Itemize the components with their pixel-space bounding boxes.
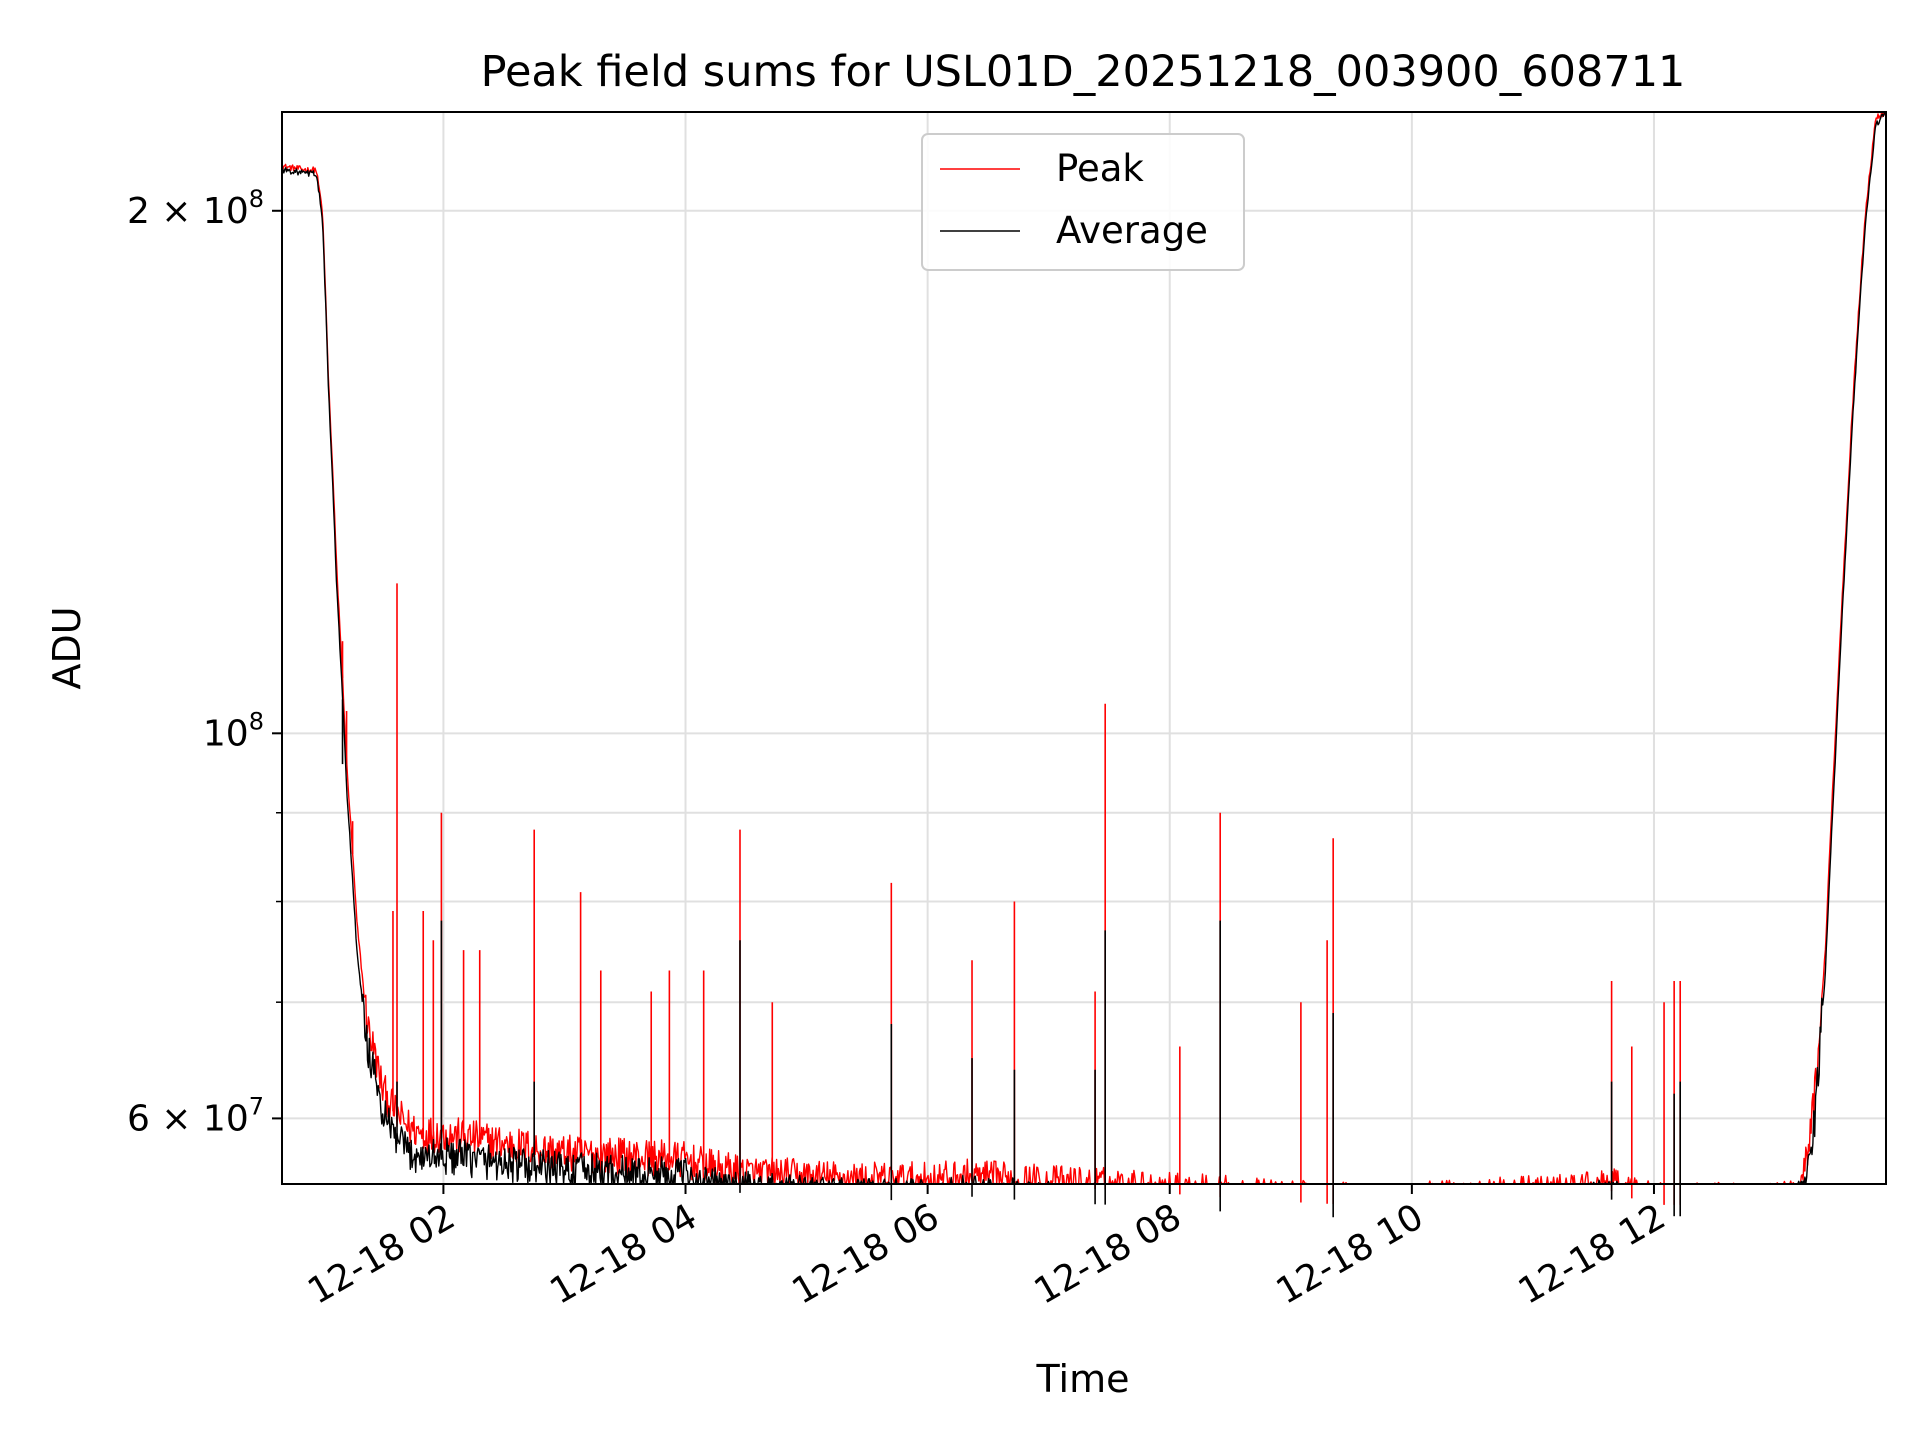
x-axis-label: Time: [1036, 1357, 1130, 1401]
y-tick-label: 2 × 108: [127, 185, 264, 232]
chart-title: Peak field sums for USL01D_20251218_0039…: [481, 47, 1686, 97]
legend: Peak Average: [921, 133, 1245, 271]
legend-label-peak: Peak: [1056, 147, 1144, 190]
legend-box: [921, 133, 1245, 271]
y-tick-label: 6 × 107: [127, 1092, 264, 1139]
y-axis-label: ADU: [45, 606, 89, 689]
grid-lines: [282, 112, 1886, 1184]
legend-label-average: Average: [1056, 209, 1208, 252]
y-tick-label: 108: [203, 707, 264, 754]
plot-area-frame: [281, 111, 1887, 1185]
